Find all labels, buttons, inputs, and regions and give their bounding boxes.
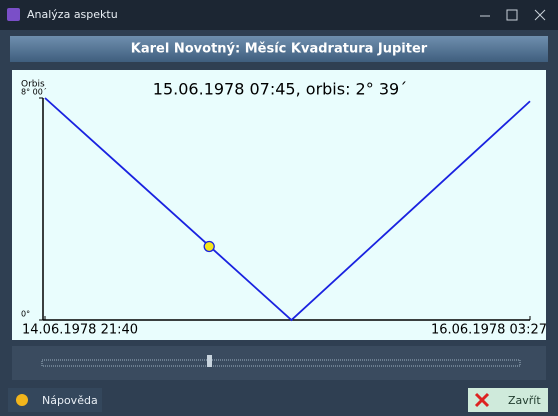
y-axis-label: Orbis bbox=[21, 80, 45, 90]
maximize[interactable] bbox=[506, 9, 518, 21]
close-label: Zavřít bbox=[508, 394, 541, 407]
chart-panel bbox=[12, 70, 546, 340]
window-title: Analýza aspektu bbox=[27, 8, 118, 21]
slider-panel bbox=[12, 346, 546, 380]
slider-track[interactable] bbox=[41, 359, 521, 367]
chart-title: 15.06.1978 07:45, orbis: 2° 39´ bbox=[153, 80, 407, 99]
help-icon bbox=[16, 394, 28, 406]
help-label: Nápověda bbox=[42, 394, 98, 407]
title-bar bbox=[0, 0, 558, 30]
slider-thumb[interactable] bbox=[207, 355, 212, 367]
close-icon bbox=[474, 392, 490, 408]
x-tick-label: 14.06.1978 21:40 bbox=[22, 323, 138, 338]
y-tick-label: 0° bbox=[21, 310, 30, 319]
chart: 15.06.1978 07:45, orbis: 2° 39´ Orbis 0° 8°… bbox=[21, 80, 547, 338]
orbis-line bbox=[44, 97, 531, 322]
header: Karel Novotný: Měsíc Kvadratura Jupiter bbox=[131, 42, 428, 57]
x-tick-label: 16.06.1978 03:27 bbox=[431, 323, 547, 338]
y-tick-label: 8° 00´ bbox=[21, 87, 47, 97]
close-x[interactable] bbox=[534, 9, 546, 21]
current-marker bbox=[203, 240, 215, 253]
app-icon bbox=[7, 8, 20, 21]
header-bar bbox=[10, 36, 548, 62]
